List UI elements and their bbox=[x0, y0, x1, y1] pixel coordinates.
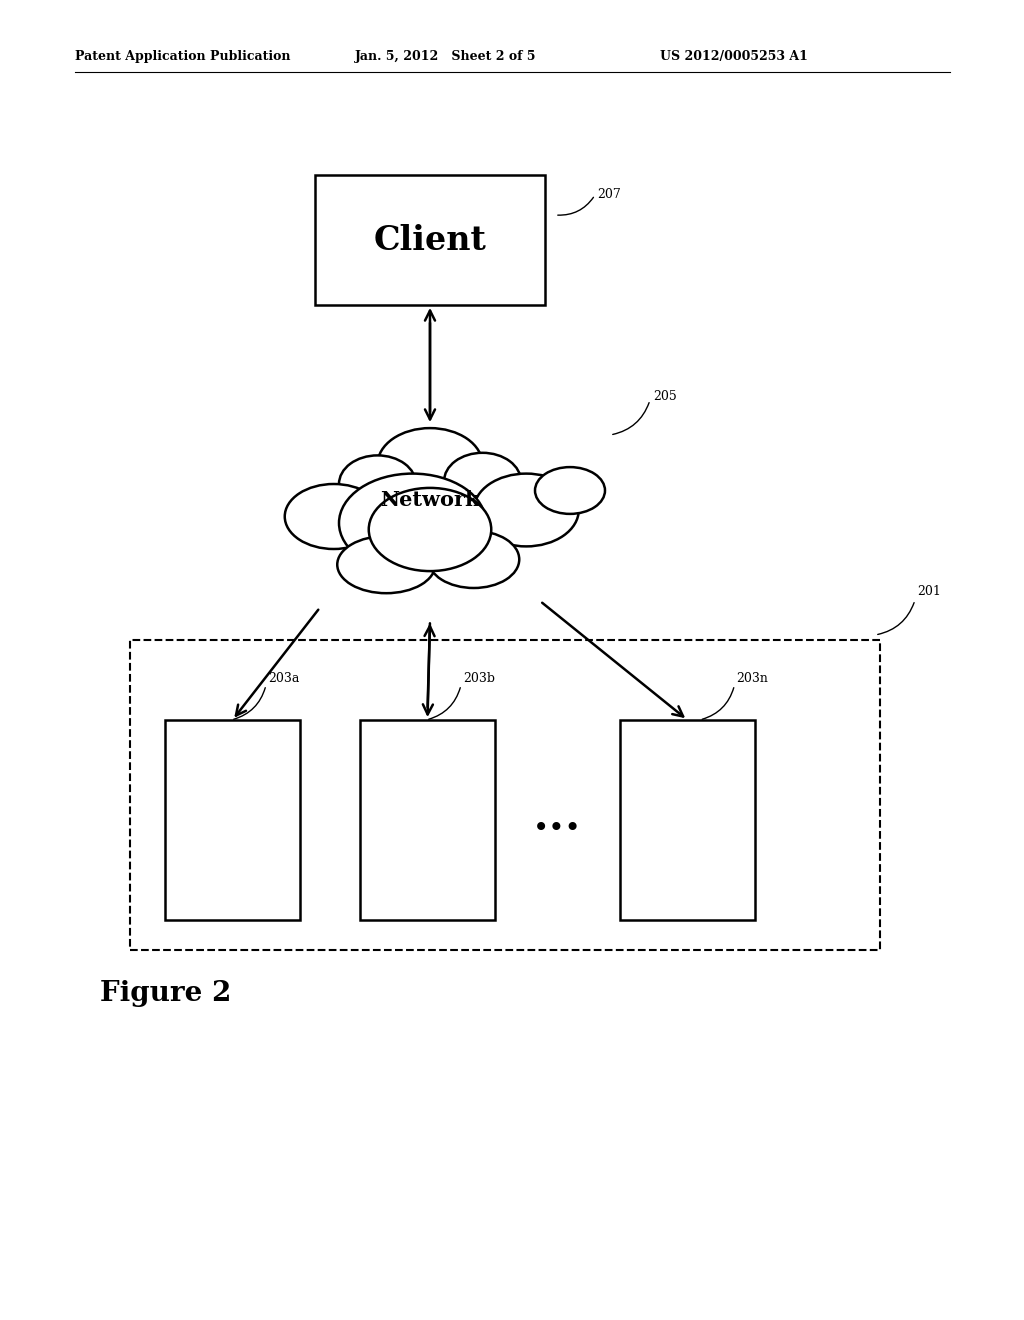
Bar bbox=[130, 640, 880, 950]
Bar bbox=[620, 719, 755, 920]
Text: 203n: 203n bbox=[736, 672, 768, 685]
Text: 205: 205 bbox=[653, 391, 677, 404]
Bar bbox=[360, 719, 495, 920]
Ellipse shape bbox=[444, 453, 521, 510]
Ellipse shape bbox=[285, 484, 383, 549]
Text: US 2012/0005253 A1: US 2012/0005253 A1 bbox=[660, 50, 808, 63]
Text: 203b: 203b bbox=[463, 672, 495, 685]
Bar bbox=[315, 176, 545, 305]
Ellipse shape bbox=[474, 474, 579, 546]
Text: •••: ••• bbox=[534, 817, 582, 843]
Text: 201: 201 bbox=[918, 585, 941, 598]
Text: Network: Network bbox=[380, 490, 480, 510]
Bar bbox=[165, 719, 300, 920]
Ellipse shape bbox=[337, 536, 435, 593]
Ellipse shape bbox=[378, 428, 482, 500]
Ellipse shape bbox=[428, 531, 519, 587]
Text: 207: 207 bbox=[597, 189, 621, 202]
Ellipse shape bbox=[339, 455, 416, 512]
Text: Jan. 5, 2012   Sheet 2 of 5: Jan. 5, 2012 Sheet 2 of 5 bbox=[355, 50, 537, 63]
Ellipse shape bbox=[339, 474, 486, 573]
Text: Client: Client bbox=[374, 223, 486, 256]
Ellipse shape bbox=[369, 488, 492, 572]
Text: Patent Application Publication: Patent Application Publication bbox=[75, 50, 291, 63]
Ellipse shape bbox=[535, 467, 605, 513]
Text: Figure 2: Figure 2 bbox=[100, 979, 231, 1007]
Text: 203a: 203a bbox=[268, 672, 299, 685]
